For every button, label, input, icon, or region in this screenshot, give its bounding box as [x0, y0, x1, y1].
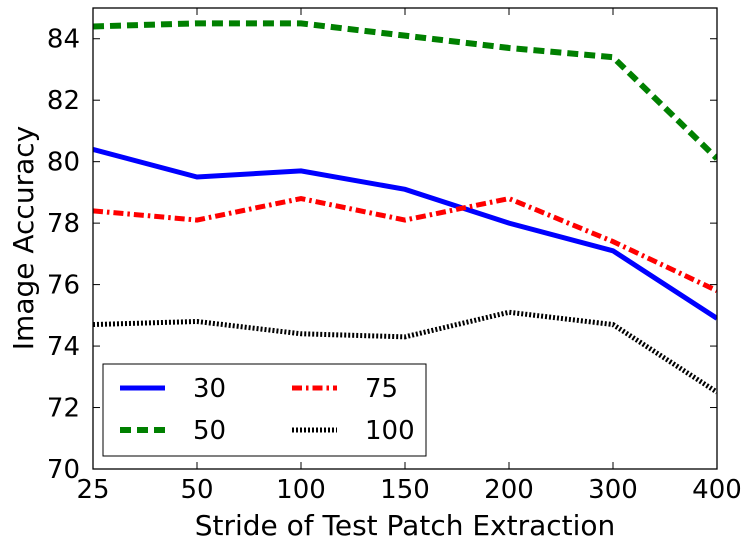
x-tick-label: 150 [380, 475, 430, 505]
y-tick-label: 74 [47, 332, 80, 362]
series-line-75 [93, 195, 717, 294]
y-tick-label: 84 [47, 25, 80, 55]
y-tick-label: 80 [47, 148, 80, 178]
series-line-50 [93, 20, 717, 161]
series-layer [93, 20, 717, 395]
legend-label-50: 50 [193, 416, 226, 446]
x-tick-label: 400 [692, 475, 742, 505]
x-tick-label: 100 [276, 475, 326, 505]
x-tick-label: 200 [484, 475, 534, 505]
y-tick-label: 82 [47, 86, 80, 116]
legend: 30 50 75 100 [102, 363, 427, 457]
y-tick-label: 70 [47, 455, 80, 485]
series-line-30 [93, 146, 717, 321]
x-tick-label: 25 [76, 475, 109, 505]
legend-label-75: 75 [365, 374, 398, 404]
x-tick-label: 50 [180, 475, 213, 505]
plot-frame [92, 7, 718, 470]
legend-label-100: 100 [365, 416, 415, 446]
y-tick-label: 72 [47, 394, 80, 424]
legend-box [102, 363, 427, 457]
x-axis-label: Stride of Test Patch Extraction [195, 509, 616, 542]
series-line-100 [93, 309, 717, 395]
ticks-layer: 25 50 100 150 200 300 400 70 72 74 76 78 80 82 84 [47, 8, 742, 505]
y-tick-label: 76 [47, 271, 80, 301]
x-tick-label: 300 [588, 475, 638, 505]
y-tick-label: 78 [47, 209, 80, 239]
legend-label-30: 30 [193, 374, 226, 404]
y-axis-label: Image Accuracy [7, 126, 40, 350]
